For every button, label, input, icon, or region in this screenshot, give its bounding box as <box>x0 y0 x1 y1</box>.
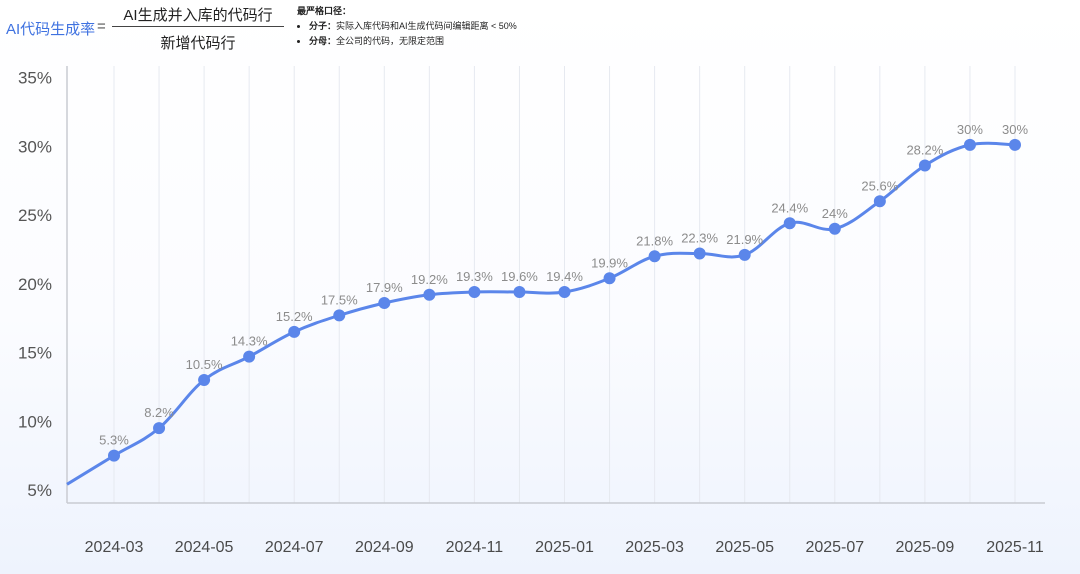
x-tick-label: 2024-11 <box>446 539 504 556</box>
note-label: 分母： <box>309 36 337 46</box>
data-label: 17.9% <box>366 280 403 295</box>
formula-lhs: AI代码生成率 <box>6 21 96 38</box>
data-points <box>108 138 1021 462</box>
y-tick-label: 25% <box>18 206 52 225</box>
y-tick-label: 5% <box>27 481 52 500</box>
x-tick-label: 2024-07 <box>265 539 324 556</box>
data-label: 8.2% <box>144 405 174 420</box>
y-tick-label: 20% <box>18 275 52 294</box>
data-label: 21.8% <box>636 233 673 248</box>
x-tick-label: 2025-11 <box>986 539 1044 556</box>
data-label: 30% <box>1002 122 1028 137</box>
data-label: 21.9% <box>726 232 763 247</box>
x-tick-labels: 2024-03 2024-05 2024-07 2024-09 2024-11 2025-… <box>85 539 1044 556</box>
data-point <box>558 286 571 298</box>
fraction-bar <box>112 26 284 27</box>
note-item-denominator: 分母：全公司的代码，无限定范围 <box>309 34 517 49</box>
formula: AI代码生成率 = AI生成并入库的代码行 新增代码行 <box>6 4 286 54</box>
data-point <box>423 288 436 301</box>
data-point <box>198 374 211 386</box>
data-label: 10.5% <box>186 357 223 372</box>
data-point <box>468 286 481 298</box>
data-label: 14.3% <box>231 334 268 349</box>
notes-list: 分子：实际入库代码和AI生成代码间编辑距离 < 50% 分母：全公司的代码，无限… <box>297 19 517 49</box>
x-tick-label: 2025-03 <box>625 539 684 556</box>
grid-lines <box>113 66 1016 503</box>
y-tick-label: 30% <box>18 137 52 156</box>
data-point <box>243 350 256 363</box>
data-point <box>108 449 120 462</box>
data-label: 19.2% <box>411 272 448 287</box>
data-label: 24% <box>822 206 848 221</box>
data-point <box>738 248 751 261</box>
data-label: 17.5% <box>321 292 358 307</box>
data-label: 19.6% <box>501 269 538 284</box>
data-point <box>693 247 706 260</box>
y-tick-label: 15% <box>18 344 52 363</box>
note-text: 实际入库代码和AI生成代码间编辑距离 < 50% <box>336 21 517 31</box>
data-label: 28.2% <box>906 143 943 158</box>
data-point <box>828 222 841 235</box>
data-label: 5.3% <box>99 433 129 448</box>
data-label: 30% <box>957 122 983 137</box>
data-point <box>513 286 526 298</box>
x-tick-label: 2025-09 <box>896 539 955 556</box>
data-point <box>378 297 391 309</box>
data-point <box>153 422 166 435</box>
data-label: 19.9% <box>591 255 628 270</box>
y-tick-labels: 5% 10% 15% 20% 25% 30% 35% <box>18 69 52 501</box>
data-point <box>288 325 301 338</box>
data-label: 15.2% <box>276 309 313 324</box>
data-point <box>1009 138 1021 151</box>
data-label: 25.6% <box>861 178 898 193</box>
data-point <box>603 272 616 285</box>
formula-denominator: 新增代码行 <box>160 35 236 52</box>
definition-notes: 最严格口径： 分子：实际入库代码和AI生成代码间编辑距离 < 50% 分母：全公… <box>297 4 517 49</box>
x-tick-label: 2025-05 <box>715 539 774 556</box>
x-tick-label: 2024-03 <box>85 539 144 556</box>
data-point <box>648 250 661 263</box>
note-text: 全公司的代码，无限定范围 <box>336 36 445 46</box>
data-labels: 5.3% 8.2% 10.5% 14.3% 15.2% 17.5% 17.9% 19.2% 19… <box>99 122 1028 448</box>
x-tick-label: 2025-01 <box>535 539 594 556</box>
x-tick-label: 2025-07 <box>805 539 864 556</box>
data-label: 24.4% <box>771 200 808 215</box>
data-label: 19.3% <box>456 269 493 284</box>
x-tick-label: 2024-09 <box>355 539 414 556</box>
formula-numerator: AI生成并入库的代码行 <box>123 7 273 24</box>
y-tick-label: 35% <box>18 69 52 88</box>
note-item-numerator: 分子：实际入库代码和AI生成代码间编辑距离 < 50% <box>309 19 517 34</box>
y-tick-label: 10% <box>18 412 52 431</box>
data-point <box>963 138 976 151</box>
notes-title: 最严格口径： <box>297 6 352 16</box>
data-point <box>783 217 796 230</box>
data-label: 22.3% <box>681 231 718 246</box>
data-point <box>873 195 886 208</box>
formula-equals: = <box>97 18 106 35</box>
data-point <box>918 159 931 172</box>
note-label: 分子： <box>309 21 337 31</box>
series-line <box>66 141 1016 486</box>
x-tick-label: 2024-05 <box>175 539 234 556</box>
data-label: 19.4% <box>546 269 583 284</box>
data-point <box>333 309 346 322</box>
